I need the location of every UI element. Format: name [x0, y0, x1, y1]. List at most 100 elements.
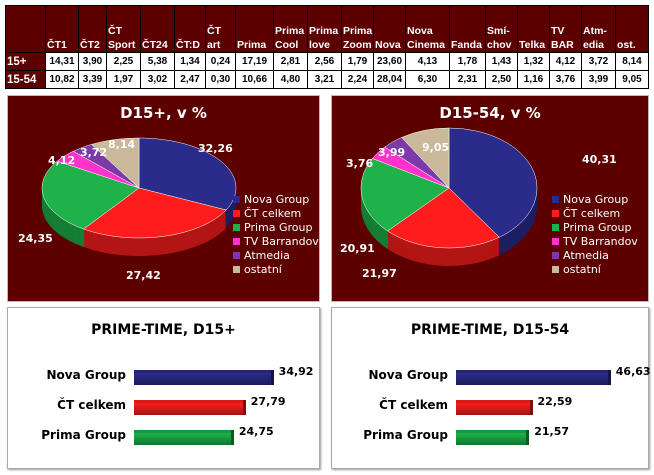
bar	[456, 370, 608, 385]
legend-item: Prima Group	[233, 220, 319, 234]
table-cell: 2,25	[106, 52, 141, 71]
bar-title: PRIME-TIME, D15+	[91, 322, 236, 338]
bar-category-label: Prima Group	[41, 428, 126, 442]
table-cell: 1,32	[517, 52, 550, 71]
column-header: Nova	[373, 5, 406, 53]
column-header: Telka	[517, 5, 550, 53]
legend-item: Nova Group	[233, 192, 319, 206]
column-header: TV BAR	[549, 5, 582, 53]
table-cell: 3,02	[140, 70, 175, 89]
legend-swatch	[233, 265, 240, 273]
legend-item: Atmedia	[552, 248, 638, 262]
table-cell: 3,99	[581, 70, 616, 89]
bar	[134, 400, 243, 415]
legend-swatch	[233, 195, 240, 203]
table-cell: 2,56	[307, 52, 342, 71]
column-header: Prima Zoom	[341, 5, 374, 53]
table-cell: 2,24	[341, 70, 374, 89]
column-header: Prima love	[307, 5, 342, 53]
table-cell: 1,16	[517, 70, 550, 89]
bar-category-label: Nova Group	[368, 368, 448, 382]
bar	[456, 430, 527, 445]
table-cell: 3,39	[78, 70, 107, 89]
table-cell: 3,21	[307, 70, 342, 89]
legend-label: TV Barrandov	[563, 234, 638, 248]
legend-item: Atmedia	[233, 248, 319, 262]
table-cell: 23,60	[373, 52, 406, 71]
pie-slice-ostatní	[91, 137, 140, 189]
row-header: 15-54	[5, 70, 46, 89]
legend-label: ostatní	[563, 262, 601, 276]
pie-label: 20,91	[340, 242, 375, 255]
table-cell: 10,82	[45, 70, 79, 89]
pie-slice-ostatní	[401, 127, 450, 189]
table-row: 15-54 10,82 3,39 1,97 3,02 2,47 0,30 10,66 4,80 3…	[5, 70, 649, 89]
legend-label: Atmedia	[563, 248, 609, 262]
table-cell: 6,30	[405, 70, 450, 89]
legend-swatch	[233, 209, 240, 217]
column-header: Atm-edia	[581, 5, 616, 53]
table-cell: 2,31	[449, 70, 486, 89]
table-cell: 14,31	[45, 52, 79, 71]
pie-label: 9,05	[422, 141, 450, 154]
column-header: Nova Cinema	[405, 5, 450, 53]
bar-title: PRIME-TIME, D15-54	[410, 322, 570, 338]
legend-item: ostatní	[233, 262, 319, 276]
bar-value-label: 21,57	[534, 425, 569, 438]
table-cell: 28,04	[373, 70, 406, 89]
pie-chart	[41, 137, 237, 256]
bar-value-label: 27,79	[250, 395, 286, 408]
table-cell: 1,79	[341, 52, 374, 71]
legend-item: ostatní	[552, 262, 638, 276]
legend-item: ČT celkem	[552, 206, 638, 220]
legend-swatch	[233, 237, 240, 245]
column-header: ČT:D	[174, 5, 206, 53]
legend-label: Atmedia	[244, 248, 290, 262]
bar-category-label: ČT celkem	[379, 398, 448, 412]
table-cell: 3,76	[549, 70, 582, 89]
bar-panel-d15-54: PRIME-TIME, D15-54 Nova Group 46,63 ČT cel…	[331, 307, 651, 469]
pie-label: 3,72	[80, 146, 108, 159]
pie-label: 8,14	[108, 138, 136, 151]
legend-item: Nova Group	[552, 192, 638, 206]
pie-panel-d15: D15+, v % 32,26 27,42 24,35 4,12 3,72 8,…	[7, 95, 320, 302]
bar	[456, 400, 530, 415]
table-cell: 0,30	[205, 70, 236, 89]
legend-swatch	[233, 251, 240, 259]
pie-panel-d15-54: D15-54, v % 40,31 21,97 20,91 3,76 3,99 …	[331, 95, 649, 302]
bar-category-label: Prima Group	[363, 428, 448, 442]
pie-legend: Nova Group ČT celkem Prima Group TV Barrand…	[233, 192, 319, 276]
table-cell: 2,81	[273, 52, 308, 71]
bar-value-label: 46,63	[615, 365, 651, 378]
bar-value-label: 22,59	[537, 395, 573, 408]
table-cell: 4,13	[405, 52, 450, 71]
pie-label: 24,35	[18, 232, 53, 245]
pie-slice-prima-group	[41, 160, 140, 230]
pie-title: D15+, v %	[120, 104, 207, 122]
pie-title: D15-54, v %	[439, 104, 541, 122]
bar	[134, 370, 271, 385]
column-header: ČT art	[205, 5, 236, 53]
table-cell: 3,72	[581, 52, 616, 71]
legend-item: TV Barrandov	[552, 234, 638, 248]
column-header: ČT2	[78, 5, 107, 53]
bar-category-label: Nova Group	[46, 368, 126, 382]
legend-label: ČT celkem	[244, 206, 302, 220]
table-cell: 3,90	[78, 52, 107, 71]
column-header: Fanda	[449, 5, 486, 53]
legend-label: Prima Group	[563, 220, 632, 234]
legend-swatch	[552, 237, 559, 245]
legend-swatch	[552, 223, 559, 231]
bar-panel-d15: PRIME-TIME, D15+ Nova Group 34,92 ČT celke…	[7, 307, 320, 469]
column-header: Prima	[235, 5, 274, 53]
table-cell: 8,14	[615, 52, 649, 71]
legend-label: ostatní	[244, 262, 282, 276]
legend-swatch	[233, 223, 240, 231]
table-cell: 2,50	[485, 70, 518, 89]
table-cell: 1,78	[449, 52, 486, 71]
pie-label: 40,31	[582, 153, 617, 166]
legend-item: Prima Group	[552, 220, 638, 234]
column-header: ČT Sport	[106, 5, 141, 53]
table-cell: 0,24	[205, 52, 236, 71]
pie-label: 3,99	[378, 146, 406, 159]
